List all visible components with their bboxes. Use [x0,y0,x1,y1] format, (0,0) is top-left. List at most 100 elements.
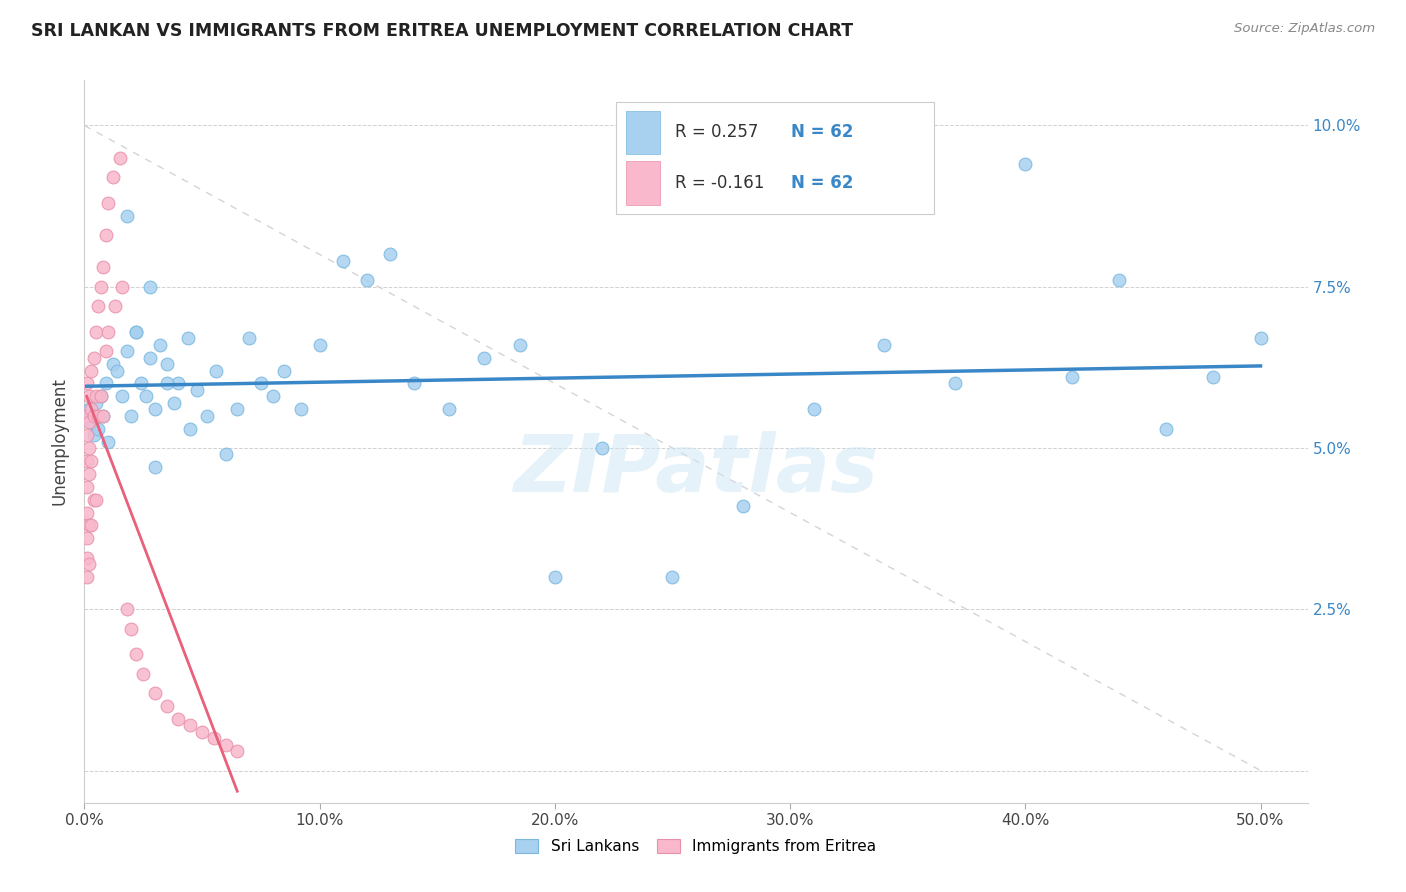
Point [163,396,186,410]
Point [129,376,152,391]
Point [803,402,825,417]
Point [356,273,378,287]
Point [97,195,120,210]
Point [125,648,148,662]
Point [77,402,100,417]
Point [76,454,98,468]
Point [83,428,105,442]
Point [97,325,120,339]
Legend: Sri Lankans, Immigrants from Eritrea: Sri Lankans, Immigrants from Eritrea [509,832,883,860]
Point [80,454,103,468]
Point [214,447,236,461]
Point [80,402,103,417]
Point [156,699,179,714]
Point [437,402,460,417]
Text: Source: ZipAtlas.com: Source: ZipAtlas.com [1234,22,1375,36]
Point [91,409,114,423]
Point [87,409,110,423]
Point [111,389,134,403]
Point [380,247,402,261]
Point [186,383,208,397]
Point [94,228,117,243]
Point [76,409,98,423]
Point [135,389,157,403]
Point [77,441,100,455]
Point [308,338,330,352]
Text: SRI LANKAN VS IMMIGRANTS FROM ERITREA UNEMPLOYMENT CORRELATION CHART: SRI LANKAN VS IMMIGRANTS FROM ERITREA UN… [31,22,853,40]
Point [191,724,214,739]
Bar [626,161,661,204]
Point [76,409,98,423]
Bar [626,111,661,154]
Point [1250,331,1272,345]
Text: ZIPatlas: ZIPatlas [513,432,879,509]
Point [80,415,103,429]
Point [226,744,249,758]
Point [87,422,110,436]
Point [77,389,100,403]
Point [76,376,98,391]
Point [1014,157,1036,171]
Point [80,518,103,533]
Point [101,169,124,184]
Point [87,299,110,313]
Point [1202,370,1225,384]
Text: N = 62: N = 62 [792,123,853,141]
Point [167,712,190,726]
Point [77,467,100,481]
Point [214,738,236,752]
Point [1062,370,1084,384]
Point [84,396,107,410]
Point [84,389,107,403]
Y-axis label: Unemployment: Unemployment [51,377,69,506]
Point [77,557,100,571]
Point [120,409,142,423]
Point [125,325,148,339]
Point [111,279,134,293]
Point [115,602,138,616]
Point [90,389,112,403]
Point [139,351,162,365]
Point [290,402,312,417]
Point [205,363,228,377]
Point [1108,273,1130,287]
Point [195,409,218,423]
Point [115,209,138,223]
Point [97,434,120,449]
Point [661,570,683,584]
Point [167,376,190,391]
Point [262,389,284,403]
Point [591,441,613,455]
Point [943,376,966,391]
Text: R = -0.161: R = -0.161 [675,174,765,192]
Point [143,402,166,417]
Point [238,331,260,345]
Point [156,357,179,371]
Point [83,492,105,507]
Point [90,279,112,293]
Point [509,338,531,352]
Point [177,331,200,345]
Point [94,376,117,391]
Point [179,718,201,732]
Point [544,570,567,584]
Point [77,415,100,429]
Text: N = 62: N = 62 [792,174,853,192]
Point [125,325,148,339]
Point [76,531,98,545]
Point [132,666,155,681]
Point [1156,422,1178,436]
Point [101,357,124,371]
Point [76,428,98,442]
Point [156,376,179,391]
Point [84,325,107,339]
Point [332,253,354,268]
Point [249,376,271,391]
Point [83,351,105,365]
Point [149,338,172,352]
Point [273,363,295,377]
Point [91,260,114,275]
Point [76,570,98,584]
Point [77,518,100,533]
Point [104,299,127,313]
